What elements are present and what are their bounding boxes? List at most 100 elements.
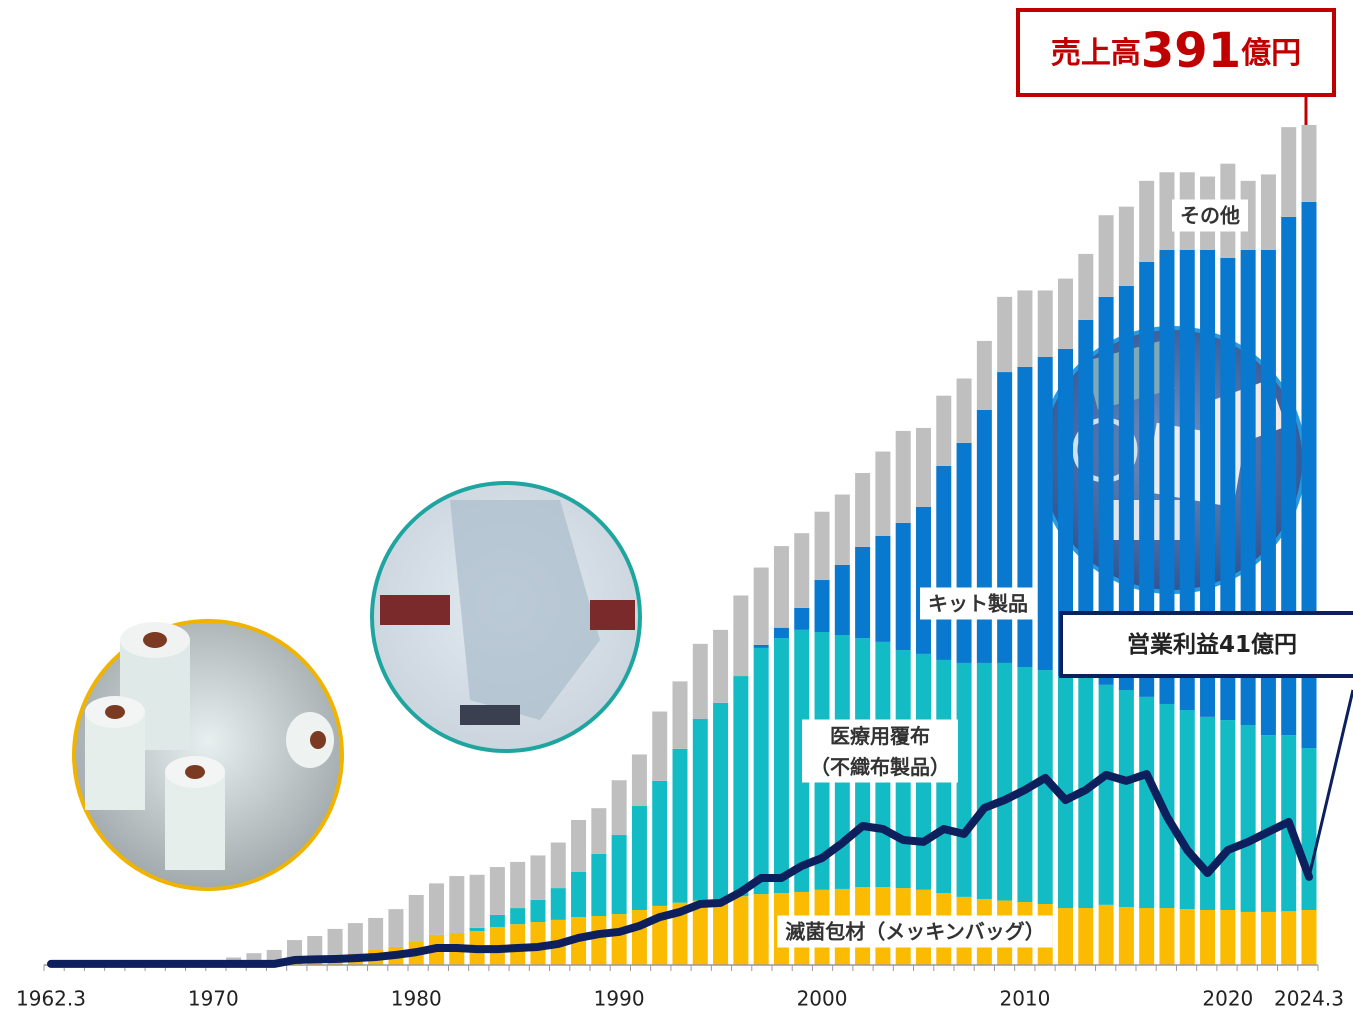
bar-segment — [753, 647, 769, 895]
bar-segment — [1139, 180, 1155, 262]
bar-segment — [1200, 716, 1216, 911]
sales-box — [1016, 8, 1336, 97]
bar-segment — [1240, 911, 1256, 965]
bar-segment — [611, 914, 627, 965]
bar-segment — [997, 662, 1013, 901]
bar-segment — [1260, 735, 1276, 912]
bar-segment — [895, 430, 911, 523]
bar-segment — [1098, 296, 1114, 685]
bar-segment — [773, 546, 789, 628]
bar-segment — [895, 522, 911, 651]
bar-segment — [1200, 249, 1216, 717]
bar-segment — [246, 953, 262, 965]
bar-segment — [510, 908, 526, 925]
bar-segment — [1098, 215, 1114, 297]
bar-segment — [1179, 909, 1195, 965]
bar-segment — [550, 842, 566, 889]
bar-segment — [1058, 676, 1074, 909]
sales-label-unit: 億円 — [1241, 36, 1301, 71]
bar-segment — [571, 819, 587, 872]
bar-segment — [1139, 908, 1155, 965]
bar-segment — [652, 780, 668, 906]
label-box — [777, 915, 1053, 948]
bar-segment — [591, 916, 607, 965]
profit-connector — [1307, 689, 1353, 878]
bar-segment — [1139, 261, 1155, 697]
x-tick-label: 1962.3 — [16, 987, 86, 1011]
bar-segment — [591, 808, 607, 854]
x-tick-label: 2010 — [999, 987, 1050, 1011]
profit-label-value: 41 — [1219, 632, 1251, 658]
bar-segment — [1058, 278, 1074, 349]
bar-segment — [855, 473, 871, 547]
bar-segment — [773, 627, 789, 639]
bar-segment — [733, 595, 749, 677]
bar-segment — [855, 546, 871, 639]
bar-segment — [1301, 910, 1317, 965]
bar-segment — [814, 580, 830, 633]
bar-segment — [753, 567, 769, 645]
bar-segment — [1240, 249, 1256, 726]
bar-segment — [1118, 690, 1134, 907]
bar-segment — [794, 533, 810, 608]
bar-segment — [631, 910, 647, 965]
bar-segment — [976, 662, 992, 900]
profit-label: 営業利益41億円 — [1127, 631, 1297, 658]
bar-segment — [1037, 670, 1053, 904]
bar-segment — [713, 899, 729, 965]
bar-segment — [834, 494, 850, 565]
bar-segment — [1301, 125, 1317, 202]
bar-segment — [956, 662, 972, 897]
bar-segment — [936, 395, 952, 466]
bar-segment — [1240, 180, 1256, 250]
profit-box — [1059, 611, 1353, 678]
bar-segment — [1139, 696, 1155, 909]
bar-segment — [510, 861, 526, 909]
bar-segment — [1078, 908, 1094, 965]
bar-segment — [571, 871, 587, 918]
bar-segment — [814, 511, 830, 581]
bar-segment — [631, 806, 647, 911]
bar-segment — [915, 506, 931, 654]
sales-label-value: 391 — [1141, 23, 1241, 79]
bar-segment — [489, 914, 505, 927]
bar-segment — [773, 638, 789, 894]
label-box — [1172, 199, 1248, 232]
bar-segment — [1260, 911, 1276, 965]
bar-segment — [1078, 253, 1094, 320]
x-tick-label: 1980 — [391, 987, 442, 1011]
profit-label-unit: 億円 — [1251, 631, 1297, 658]
bar-segment — [875, 535, 891, 642]
bar-segment — [794, 607, 810, 630]
bar-segment — [408, 894, 424, 943]
x-tick-label: 2024.3 — [1274, 987, 1344, 1011]
profit-label-prefix: 営業利益 — [1127, 631, 1219, 658]
sales-label: 売上高391億円 — [1051, 23, 1301, 79]
label-box — [920, 587, 1036, 620]
bar-segment — [1281, 127, 1297, 217]
bar-segment — [956, 442, 972, 663]
series-label-text: 医療用覆布（不織布製品） — [810, 724, 950, 779]
series-label: その他 — [1172, 199, 1248, 232]
bar-segment — [875, 451, 891, 536]
bar-segment — [1179, 249, 1195, 710]
bar-segment — [307, 935, 323, 958]
bar-segment — [652, 711, 668, 781]
bar-segment — [327, 928, 343, 955]
bar-segment — [672, 681, 688, 749]
bar-segment — [286, 940, 302, 961]
bar-segment — [692, 643, 708, 720]
bar-segment — [1159, 172, 1175, 250]
bar-segment — [976, 340, 992, 410]
bar-segment — [469, 874, 485, 928]
bar-segment — [388, 909, 404, 947]
bar-segment — [936, 465, 952, 660]
x-tick-label: 1990 — [594, 987, 645, 1011]
bar-segment — [672, 902, 688, 965]
bar-segment — [1220, 257, 1236, 721]
bar-segment — [347, 923, 363, 953]
series-label-text: 滅菌包材（メッキンバッグ） — [785, 920, 1044, 944]
bar-segment — [976, 409, 992, 663]
